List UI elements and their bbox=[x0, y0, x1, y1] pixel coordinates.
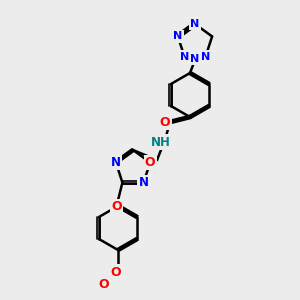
Text: O: O bbox=[145, 156, 155, 169]
Text: N: N bbox=[111, 156, 121, 169]
Text: N: N bbox=[190, 19, 200, 29]
Text: O: O bbox=[160, 116, 170, 128]
Text: O: O bbox=[99, 278, 109, 290]
Text: N: N bbox=[201, 52, 210, 61]
Text: N: N bbox=[139, 176, 148, 189]
Text: N: N bbox=[190, 54, 200, 64]
Text: O: O bbox=[111, 266, 121, 278]
Text: N: N bbox=[173, 32, 182, 41]
Text: O: O bbox=[111, 200, 122, 213]
Text: NH: NH bbox=[151, 136, 171, 148]
Text: N: N bbox=[180, 52, 189, 61]
